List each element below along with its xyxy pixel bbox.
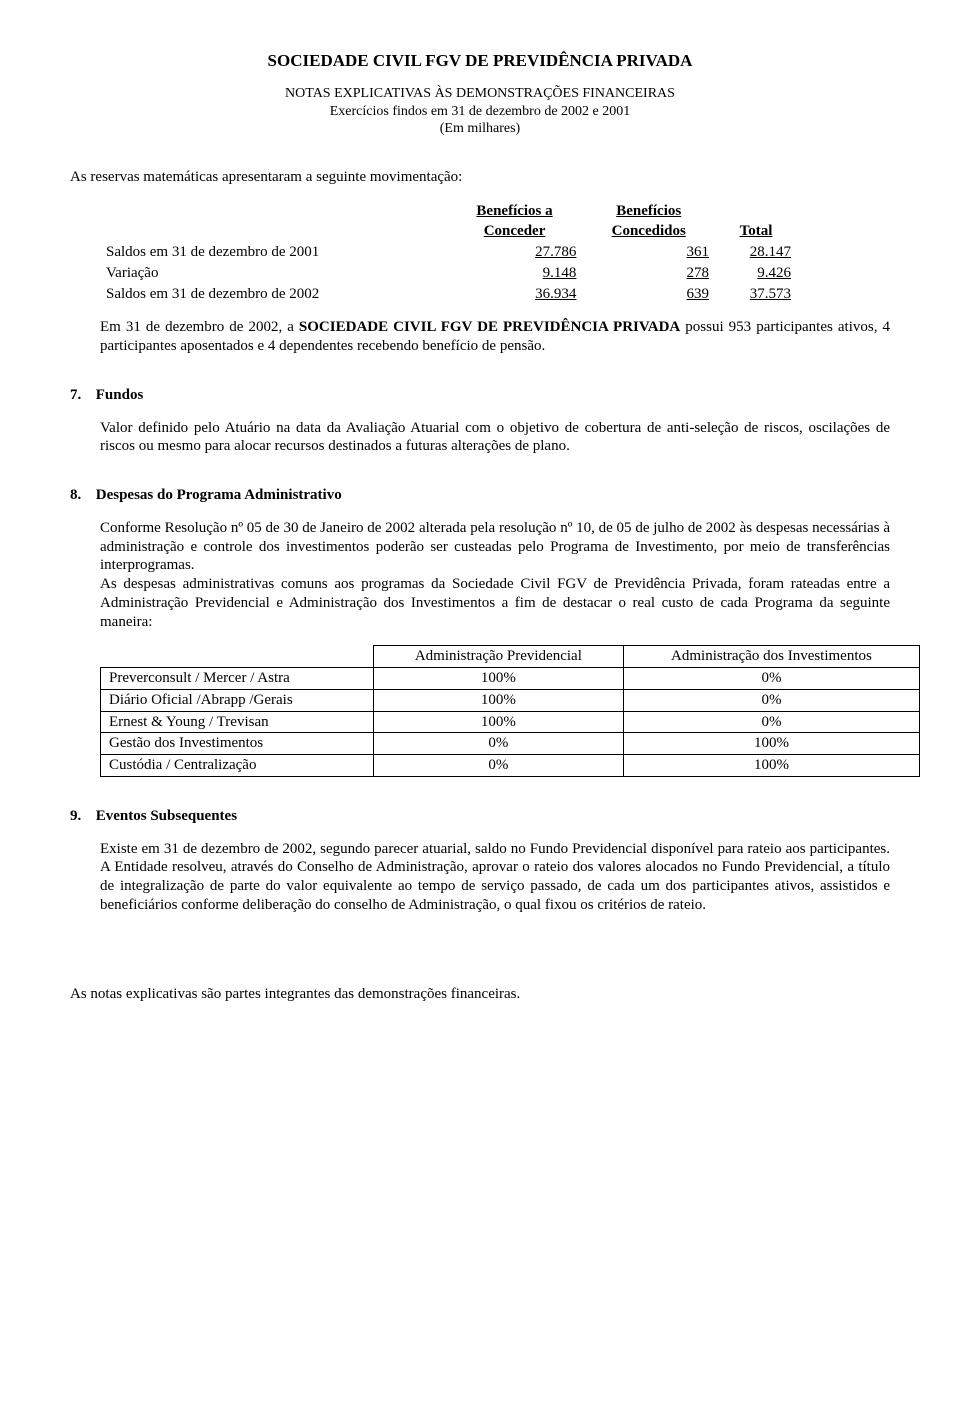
col-header-beneficios: Benefícios: [582, 201, 715, 222]
table-row: Saldos em 31 de dezembro de 2001 27.786 …: [100, 242, 797, 263]
col-header-conceder: Conceder: [447, 221, 583, 242]
row-label: Diário Oficial /Abrapp /Gerais: [101, 689, 374, 711]
col-header-total: Total: [715, 221, 797, 242]
text-part: Em 31 de dezembro de 2002, a: [100, 319, 299, 335]
cell-value: 27.786: [447, 242, 583, 263]
cell-value: 0%: [373, 755, 623, 777]
cell-value: 361: [582, 242, 715, 263]
participants-paragraph: Em 31 de dezembro de 2002, a SOCIEDADE C…: [100, 318, 890, 356]
section-number: 9.: [70, 807, 92, 826]
row-label: Gestão dos Investimentos: [101, 733, 374, 755]
cell-value: 278: [582, 263, 715, 284]
section-7-heading: 7. Fundos: [70, 386, 890, 405]
document-subtitle: NOTAS EXPLICATIVAS ÀS DEMONSTRAÇÕES FINA…: [70, 85, 890, 138]
cell-value: 0%: [623, 711, 919, 733]
row-label: Variação: [100, 263, 447, 284]
table-row: Saldos em 31 de dezembro de 2002 36.934 …: [100, 284, 797, 305]
cell-value: 36.934: [447, 284, 583, 305]
cell-value: 100%: [623, 755, 919, 777]
col-header-beneficios-a: Benefícios a: [447, 201, 583, 222]
intro-paragraph: As reservas matemáticas apresentaram a s…: [70, 168, 890, 187]
section-title: Despesas do Programa Administrativo: [96, 487, 342, 503]
table-row: Gestão dos Investimentos 0% 100%: [101, 733, 920, 755]
table-row: Preverconsult / Mercer / Astra 100% 0%: [101, 668, 920, 690]
table-row: Ernest & Young / Trevisan 100% 0%: [101, 711, 920, 733]
row-label: Ernest & Young / Trevisan: [101, 711, 374, 733]
section-8-paragraph-1: Conforme Resolução nº 05 de 30 de Janeir…: [100, 519, 890, 575]
cell-value: 9.426: [715, 263, 797, 284]
section-9-heading: 9. Eventos Subsequentes: [70, 807, 890, 826]
entity-name: SOCIEDADE CIVIL FGV DE PREVIDÊNCIA PRIVA…: [299, 319, 680, 335]
section-number: 7.: [70, 386, 92, 405]
table-row: Custódia / Centralização 0% 100%: [101, 755, 920, 777]
cell-value: 100%: [373, 711, 623, 733]
cell-value: 28.147: [715, 242, 797, 263]
cell-value: 100%: [373, 689, 623, 711]
cell-value: 100%: [373, 668, 623, 690]
cell-value: 9.148: [447, 263, 583, 284]
cell-value: 639: [582, 284, 715, 305]
row-label: Saldos em 31 de dezembro de 2002: [100, 284, 447, 305]
section-9-paragraph: Existe em 31 de dezembro de 2002, segund…: [100, 840, 890, 915]
row-label: Custódia / Centralização: [101, 755, 374, 777]
cell-value: 0%: [623, 689, 919, 711]
section-8-heading: 8. Despesas do Programa Administrativo: [70, 486, 890, 505]
subtitle-line-2: Exercícios findos em 31 de dezembro de 2…: [330, 104, 631, 119]
col-header-concedidos: Concedidos: [582, 221, 715, 242]
section-7-paragraph: Valor definido pelo Atuário na data da A…: [100, 419, 890, 457]
footer-note: As notas explicativas são partes integra…: [70, 985, 890, 1004]
administracao-table: Administração Previdencial Administração…: [100, 645, 920, 777]
section-title: Eventos Subsequentes: [96, 808, 237, 824]
section-title: Fundos: [96, 387, 144, 403]
table-row: Variação 9.148 278 9.426: [100, 263, 797, 284]
section-8-paragraph-2: As despesas administrativas comuns aos p…: [100, 575, 890, 631]
cell-value: 37.573: [715, 284, 797, 305]
movimentacao-table: Benefícios a Benefícios Conceder Concedi…: [100, 201, 797, 305]
table-row: Diário Oficial /Abrapp /Gerais 100% 0%: [101, 689, 920, 711]
subtitle-line-3: (Em milhares): [440, 121, 520, 136]
cell-value: 0%: [623, 668, 919, 690]
cell-value: 100%: [623, 733, 919, 755]
row-label: Saldos em 31 de dezembro de 2001: [100, 242, 447, 263]
admin-col-investimentos: Administração dos Investimentos: [623, 646, 919, 668]
row-label: Preverconsult / Mercer / Astra: [101, 668, 374, 690]
admin-col-previdencial: Administração Previdencial: [373, 646, 623, 668]
section-number: 8.: [70, 486, 92, 505]
cell-value: 0%: [373, 733, 623, 755]
subtitle-line-1: NOTAS EXPLICATIVAS ÀS DEMONSTRAÇÕES FINA…: [285, 86, 675, 101]
document-title: SOCIEDADE CIVIL FGV DE PREVIDÊNCIA PRIVA…: [70, 50, 890, 71]
